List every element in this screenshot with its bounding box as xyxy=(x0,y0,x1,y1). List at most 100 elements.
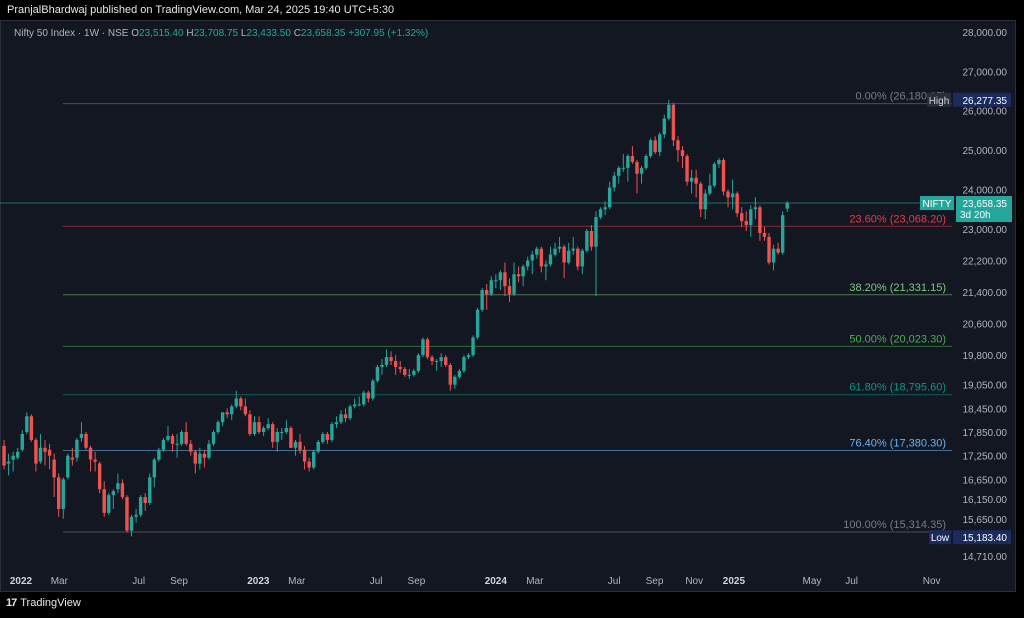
candle-body[interactable] xyxy=(34,439,38,464)
candle-body[interactable] xyxy=(662,118,666,135)
candle-body[interactable] xyxy=(753,207,758,210)
candle-body[interactable] xyxy=(270,424,275,442)
candle-body[interactable] xyxy=(343,414,348,419)
candle-body[interactable] xyxy=(366,392,371,399)
candle-body[interactable] xyxy=(444,357,448,365)
candle-body[interactable] xyxy=(184,432,188,444)
candle-body[interactable] xyxy=(712,163,717,186)
candle-body[interactable] xyxy=(175,443,179,445)
candle-body[interactable] xyxy=(352,404,357,407)
candle-body[interactable] xyxy=(780,215,785,253)
candle-body[interactable] xyxy=(749,209,753,226)
candle-body[interactable] xyxy=(503,272,507,287)
candle-body[interactable] xyxy=(316,441,320,452)
candle-body[interactable] xyxy=(189,443,193,452)
candle-body[interactable] xyxy=(307,461,311,468)
candle-body[interactable] xyxy=(152,459,157,478)
candle-body[interactable] xyxy=(66,455,70,478)
candle-body[interactable] xyxy=(576,248,580,267)
candle-body[interactable] xyxy=(635,161,639,174)
candle-body[interactable] xyxy=(521,266,525,277)
candle-body[interactable] xyxy=(375,366,380,381)
candle-body[interactable] xyxy=(134,514,138,517)
candle-body[interactable] xyxy=(557,246,562,249)
candle-body[interactable] xyxy=(102,489,106,513)
candle-body[interactable] xyxy=(120,483,125,498)
candle-body[interactable] xyxy=(334,422,339,425)
candle-body[interactable] xyxy=(530,254,534,261)
candle-body[interactable] xyxy=(239,398,243,407)
candle-body[interactable] xyxy=(589,230,594,247)
price-chart[interactable]: 0.00% (26,180.15) 23.60% (23,068.20) 38.20… xyxy=(0,20,1016,592)
candle-body[interactable] xyxy=(302,449,307,462)
candle-body[interactable] xyxy=(676,140,680,151)
candle-body[interactable] xyxy=(97,463,102,490)
candle-body[interactable] xyxy=(70,457,75,460)
candle-body[interactable] xyxy=(516,274,521,277)
candle-body[interactable] xyxy=(571,248,575,251)
candle-body[interactable] xyxy=(658,134,662,153)
candle-body[interactable] xyxy=(639,167,644,174)
candle-body[interactable] xyxy=(603,207,607,210)
candle-body[interactable] xyxy=(11,455,15,460)
candle-body[interactable] xyxy=(161,439,166,450)
candle-body[interactable] xyxy=(234,398,238,407)
candle-body[interactable] xyxy=(771,248,776,263)
candle-body[interactable] xyxy=(585,230,589,251)
candle-body[interactable] xyxy=(16,451,20,458)
candle-body[interactable] xyxy=(179,432,184,444)
candle-body[interactable] xyxy=(216,422,220,433)
candle-body[interactable] xyxy=(430,357,434,362)
chart-panel[interactable] xyxy=(0,20,1016,592)
candle-body[interactable] xyxy=(243,406,248,415)
candle-body[interactable] xyxy=(425,339,430,358)
candle-body[interactable] xyxy=(29,416,34,440)
candle-body[interactable] xyxy=(138,497,143,515)
candle-body[interactable] xyxy=(393,361,398,367)
candle-body[interactable] xyxy=(298,441,302,450)
candle-body[interactable] xyxy=(607,187,612,208)
candle-body[interactable] xyxy=(735,193,739,214)
candle-body[interactable] xyxy=(166,435,170,440)
candle-body[interactable] xyxy=(689,177,694,182)
candle-body[interactable] xyxy=(125,497,129,531)
candle-body[interactable] xyxy=(198,453,202,464)
candle-body[interactable] xyxy=(480,290,484,310)
candle-body[interactable] xyxy=(389,357,393,362)
candle-body[interactable] xyxy=(157,449,161,460)
candle-body[interactable] xyxy=(143,497,147,503)
candle-body[interactable] xyxy=(708,185,712,194)
candle-body[interactable] xyxy=(471,337,475,356)
candle-body[interactable] xyxy=(598,209,603,218)
candle-body[interactable] xyxy=(412,370,416,375)
candle-body[interactable] xyxy=(225,412,229,415)
candle-body[interactable] xyxy=(266,424,270,429)
candle-body[interactable] xyxy=(785,203,789,209)
candle-body[interactable] xyxy=(721,159,726,192)
candle-body[interactable] xyxy=(371,380,375,399)
candle-body[interactable] xyxy=(79,434,84,438)
candle-body[interactable] xyxy=(289,428,293,448)
candle-body[interactable] xyxy=(321,434,325,442)
candle-body[interactable] xyxy=(421,339,425,356)
candle-body[interactable] xyxy=(494,280,498,282)
candle-body[interactable] xyxy=(348,406,352,419)
candle-body[interactable] xyxy=(248,414,252,434)
candle-body[interactable] xyxy=(594,217,598,247)
candle-body[interactable] xyxy=(230,406,234,415)
candle-body[interactable] xyxy=(84,434,88,448)
candle-body[interactable] xyxy=(475,309,480,338)
candle-body[interactable] xyxy=(548,254,553,265)
candle-body[interactable] xyxy=(758,207,762,233)
candle-body[interactable] xyxy=(284,428,289,433)
candle-body[interactable] xyxy=(448,365,452,385)
candle-body[interactable] xyxy=(466,355,471,358)
candle-body[interactable] xyxy=(88,447,93,460)
candle-body[interactable] xyxy=(507,286,512,295)
candle-body[interactable] xyxy=(726,191,730,198)
candle-body[interactable] xyxy=(630,156,635,162)
candle-body[interactable] xyxy=(207,443,211,458)
candle-body[interactable] xyxy=(211,432,216,444)
candle-body[interactable] xyxy=(485,290,489,295)
candle-body[interactable] xyxy=(47,449,52,456)
